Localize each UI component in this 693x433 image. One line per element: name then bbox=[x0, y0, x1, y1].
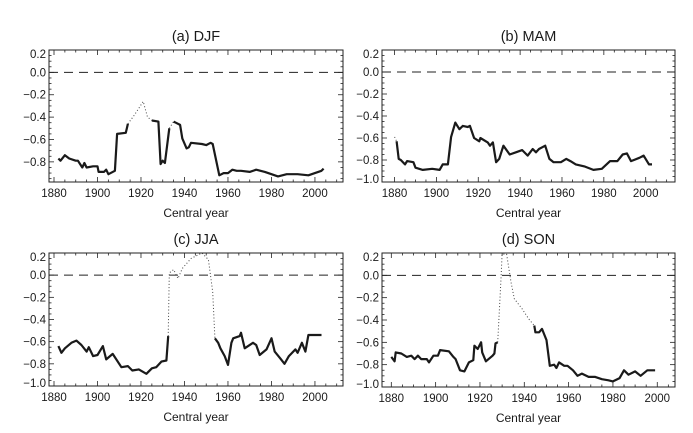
series-segment-solid bbox=[390, 341, 499, 373]
x-tick-label: 1920 bbox=[128, 188, 154, 200]
panel-3: (c) JJA Central year 0.2 0.0 −0.2 −0.4 −0.6 −0.… bbox=[23, 232, 344, 424]
x-tick-label: 1900 bbox=[423, 393, 449, 405]
x-tick-label: 1880 bbox=[379, 393, 405, 405]
y-tick-label: −0.2 bbox=[23, 292, 46, 304]
x-tick-label: 1960 bbox=[215, 392, 241, 404]
y-tick-label: −0.6 bbox=[23, 337, 46, 349]
panel-title: (b) MAM bbox=[501, 29, 557, 45]
y-tick-label: 0.0 bbox=[363, 270, 379, 282]
y-tick-label: −0.8 bbox=[356, 360, 379, 372]
y-tick-label: −0.4 bbox=[23, 315, 46, 327]
panel-title: (c) JJA bbox=[173, 232, 218, 248]
y-tick-label: 0.2 bbox=[30, 49, 46, 61]
y-tick-label: −1.0 bbox=[356, 379, 379, 391]
x-axis-label: Central year bbox=[163, 410, 228, 424]
y-tick-label: −0.6 bbox=[356, 337, 379, 349]
x-axis-label: Central year bbox=[496, 411, 561, 425]
series-segment-dotted bbox=[394, 136, 398, 142]
series-segment-solid bbox=[395, 121, 652, 171]
y-tick-label: −0.6 bbox=[23, 134, 46, 146]
y-tick-label: −0.8 bbox=[356, 155, 379, 167]
x-tick-label: 2000 bbox=[302, 188, 328, 200]
y-tick-label: −0.4 bbox=[356, 315, 379, 327]
axis-ticks bbox=[382, 49, 675, 183]
panel-title: (d) SON bbox=[502, 232, 555, 248]
plot-frame bbox=[381, 252, 676, 388]
y-tick-label: 0.2 bbox=[363, 252, 379, 264]
panel-title: (a) DJF bbox=[172, 29, 220, 45]
series-segment-dotted bbox=[167, 252, 216, 339]
x-tick-label: 1940 bbox=[172, 392, 198, 404]
x-tick-label: 1980 bbox=[259, 188, 285, 200]
axis-ticks bbox=[382, 252, 675, 388]
x-tick-label: 1900 bbox=[424, 188, 450, 200]
x-tick-label: 2000 bbox=[644, 393, 670, 405]
series-segment-solid bbox=[173, 120, 325, 178]
y-tick-label: −0.4 bbox=[356, 111, 379, 123]
y-tick-label: −0.4 bbox=[23, 112, 46, 124]
x-tick-label: 1880 bbox=[41, 392, 67, 404]
y-tick-label: −0.8 bbox=[23, 157, 46, 169]
x-tick-label: 1940 bbox=[172, 188, 198, 200]
series-segment-dotted bbox=[497, 253, 535, 343]
plot-frame bbox=[48, 252, 344, 387]
y-tick-label: 0.0 bbox=[363, 67, 379, 79]
panel-1: (a) DJF Central year 0.2 0.0 −0.2 −0.4 −0.6 −0.… bbox=[23, 29, 344, 220]
x-tick-label: 1880 bbox=[382, 188, 408, 200]
series-segment-solid bbox=[214, 331, 322, 366]
x-tick-label: 1960 bbox=[556, 393, 582, 405]
x-axis-label: Central year bbox=[163, 206, 228, 220]
series-segment-solid bbox=[57, 336, 170, 375]
x-tick-label: 2000 bbox=[633, 188, 659, 200]
y-tick-label: −0.2 bbox=[356, 89, 379, 101]
y-tick-label: −1.0 bbox=[356, 174, 379, 186]
panel-2: (b) MAM Central year 0.2 0.0 −0.2 −0.4 −0.6 −0.… bbox=[356, 29, 676, 220]
x-tick-label: 1920 bbox=[465, 188, 491, 200]
plot-frame bbox=[48, 49, 344, 183]
x-axis-label: Central year bbox=[496, 206, 561, 220]
x-tick-label: 1940 bbox=[511, 393, 537, 405]
y-tick-label: −0.2 bbox=[356, 293, 379, 305]
y-tick-label: 0.2 bbox=[363, 49, 379, 61]
y-tick-label: 0.2 bbox=[30, 252, 46, 264]
series-segment-solid bbox=[57, 123, 129, 176]
series-segment-solid bbox=[533, 325, 656, 383]
y-tick-label: 0.0 bbox=[30, 67, 46, 79]
x-tick-label: 1980 bbox=[600, 393, 626, 405]
y-tick-label: −0.8 bbox=[23, 359, 46, 371]
y-tick-label: −0.6 bbox=[356, 133, 379, 145]
x-tick-label: 1960 bbox=[549, 188, 575, 200]
x-tick-label: 1980 bbox=[259, 392, 285, 404]
y-tick-label: −1.0 bbox=[23, 378, 46, 390]
x-tick-label: 1940 bbox=[507, 188, 533, 200]
x-tick-label: 1900 bbox=[85, 188, 111, 200]
x-tick-label: 1880 bbox=[41, 188, 67, 200]
x-tick-label: 1960 bbox=[215, 188, 241, 200]
y-tick-label: −0.2 bbox=[23, 90, 46, 102]
series-segment-dotted bbox=[127, 100, 153, 125]
axis-ticks bbox=[49, 49, 343, 182]
panel-4: (d) SON Central year 0.2 0.0 −0.2 −0.4 −0.6 −0.… bbox=[356, 232, 676, 425]
series-segment-solid bbox=[151, 119, 171, 166]
x-tick-label: 1920 bbox=[128, 392, 154, 404]
x-tick-label: 2000 bbox=[302, 392, 328, 404]
axis-ticks bbox=[49, 252, 343, 387]
y-tick-label: 0.0 bbox=[30, 270, 46, 282]
series-segment-dotted bbox=[168, 121, 175, 129]
plot-frame bbox=[381, 49, 676, 183]
x-tick-label: 1980 bbox=[591, 188, 617, 200]
x-tick-label: 1920 bbox=[467, 393, 493, 405]
x-tick-label: 1900 bbox=[85, 392, 111, 404]
